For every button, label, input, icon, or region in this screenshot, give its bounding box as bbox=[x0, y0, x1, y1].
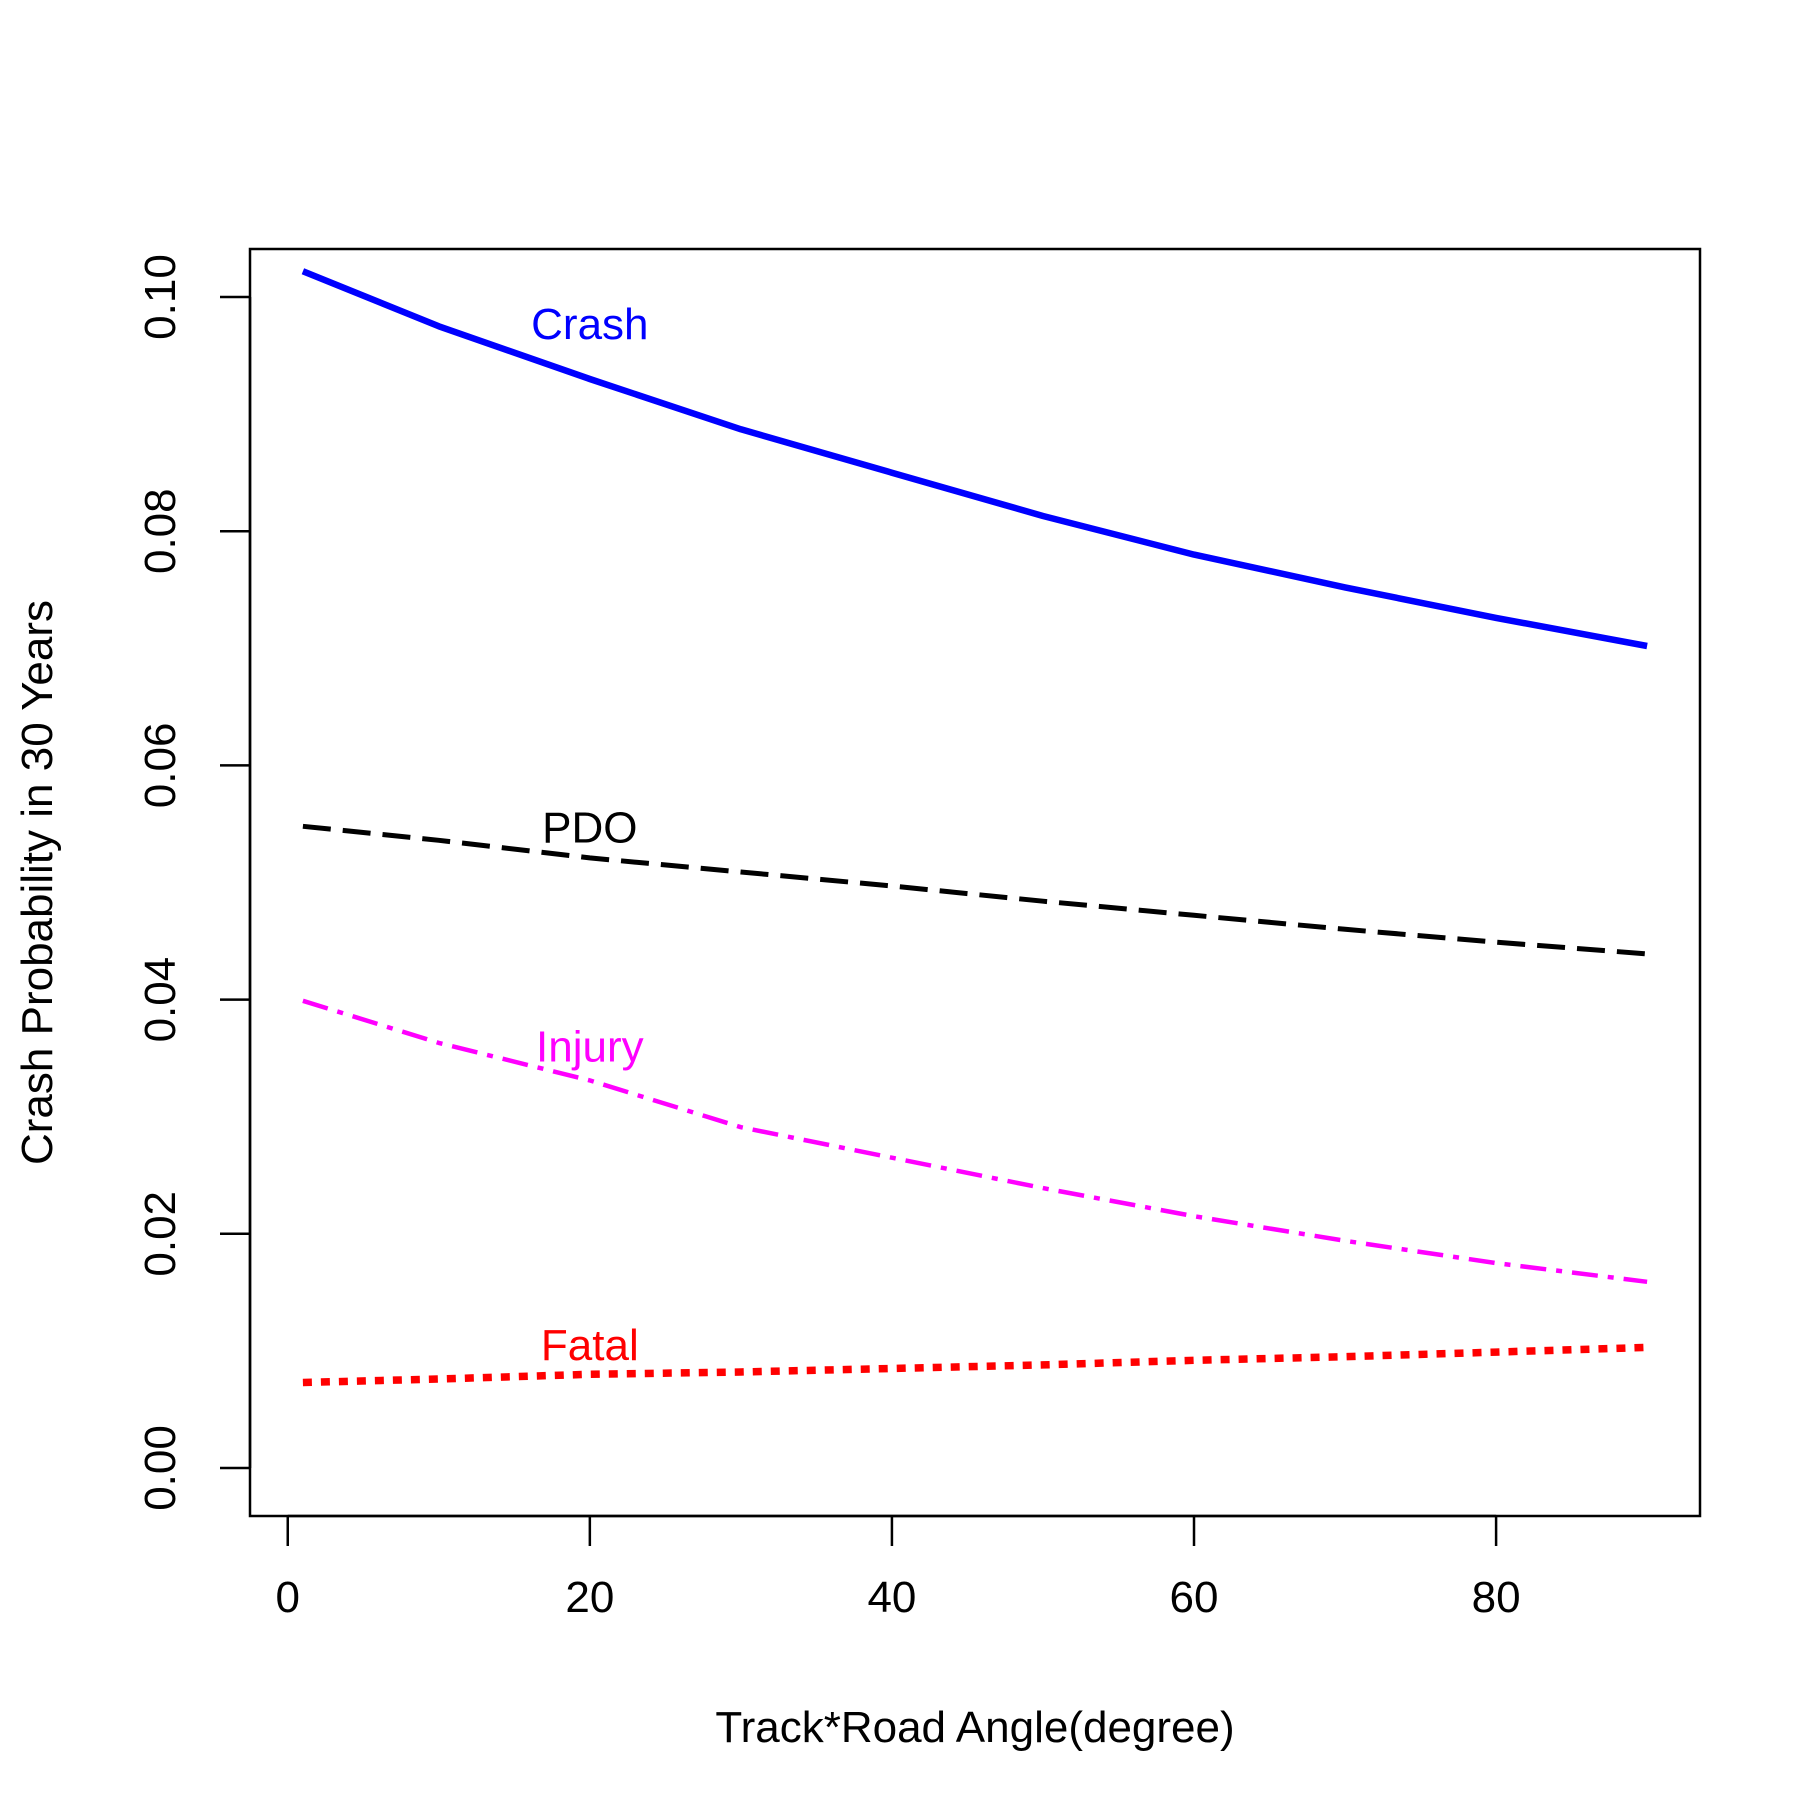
annotation-crash: Crash bbox=[531, 300, 648, 349]
y-tick-label: 0.04 bbox=[136, 957, 185, 1043]
annotation-fatal: Fatal bbox=[541, 1321, 639, 1370]
x-axis-title: Track*Road Angle(degree) bbox=[715, 1703, 1234, 1752]
series-line-pdo bbox=[302, 823, 1648, 957]
y-tick-label: 0.02 bbox=[136, 1191, 185, 1277]
y-tick-label: 0.06 bbox=[136, 723, 185, 809]
annotation-layer: Crash PDO Injury Fatal bbox=[531, 300, 648, 1370]
x-tick-label: 60 bbox=[1170, 1573, 1219, 1622]
x-tick-label: 80 bbox=[1472, 1573, 1521, 1622]
x-tick-label: 40 bbox=[867, 1573, 916, 1622]
series-layer bbox=[301, 268, 1648, 1387]
x-tick-label: 0 bbox=[276, 1573, 300, 1622]
x-tick-label: 20 bbox=[565, 1573, 614, 1622]
x-axis: 0 20 40 60 80 bbox=[276, 1514, 1521, 1622]
y-tick-label: 0.10 bbox=[136, 254, 185, 340]
y-tick-label: 0.00 bbox=[136, 1425, 185, 1511]
series-line-injury bbox=[302, 998, 1648, 1285]
series-line-fatal bbox=[302, 1343, 1648, 1387]
series-line-crash bbox=[301, 268, 1648, 650]
annotation-injury: Injury bbox=[536, 1022, 644, 1071]
y-tick-label: 0.08 bbox=[136, 488, 185, 574]
annotation-pdo: PDO bbox=[542, 803, 637, 852]
y-axis: 0.00 0.02 0.04 0.06 0.08 0.10 bbox=[136, 254, 252, 1511]
y-axis-title: Crash Probability in 30 Years bbox=[13, 600, 62, 1165]
